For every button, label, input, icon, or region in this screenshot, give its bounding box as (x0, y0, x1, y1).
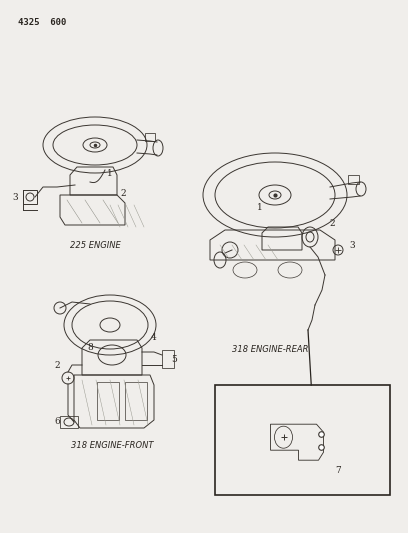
Text: 3: 3 (349, 240, 355, 249)
Text: 4: 4 (151, 334, 157, 343)
Text: 225 ENGINE: 225 ENGINE (70, 240, 120, 249)
Bar (162, 350, 174, 368)
Bar (145, 133, 155, 141)
Text: 2: 2 (329, 219, 335, 228)
Bar (348, 175, 359, 184)
Text: 318 ENGINE-FRONT: 318 ENGINE-FRONT (71, 440, 153, 449)
Text: 2: 2 (54, 360, 60, 369)
Bar (125, 382, 147, 420)
Text: 7: 7 (336, 466, 341, 475)
Bar (23, 190, 37, 204)
Text: 2: 2 (120, 189, 126, 198)
Text: 5: 5 (171, 356, 177, 365)
Text: 8: 8 (87, 343, 93, 352)
Bar (97, 382, 119, 420)
Text: 1: 1 (257, 203, 263, 212)
Text: 1: 1 (107, 168, 113, 177)
Text: 318 ENGINE-REAR: 318 ENGINE-REAR (232, 345, 308, 354)
Text: 3: 3 (12, 192, 18, 201)
Bar (215, 385, 390, 495)
Bar (60, 416, 78, 428)
Text: 4325  600: 4325 600 (18, 18, 67, 27)
Text: 6: 6 (54, 417, 60, 426)
